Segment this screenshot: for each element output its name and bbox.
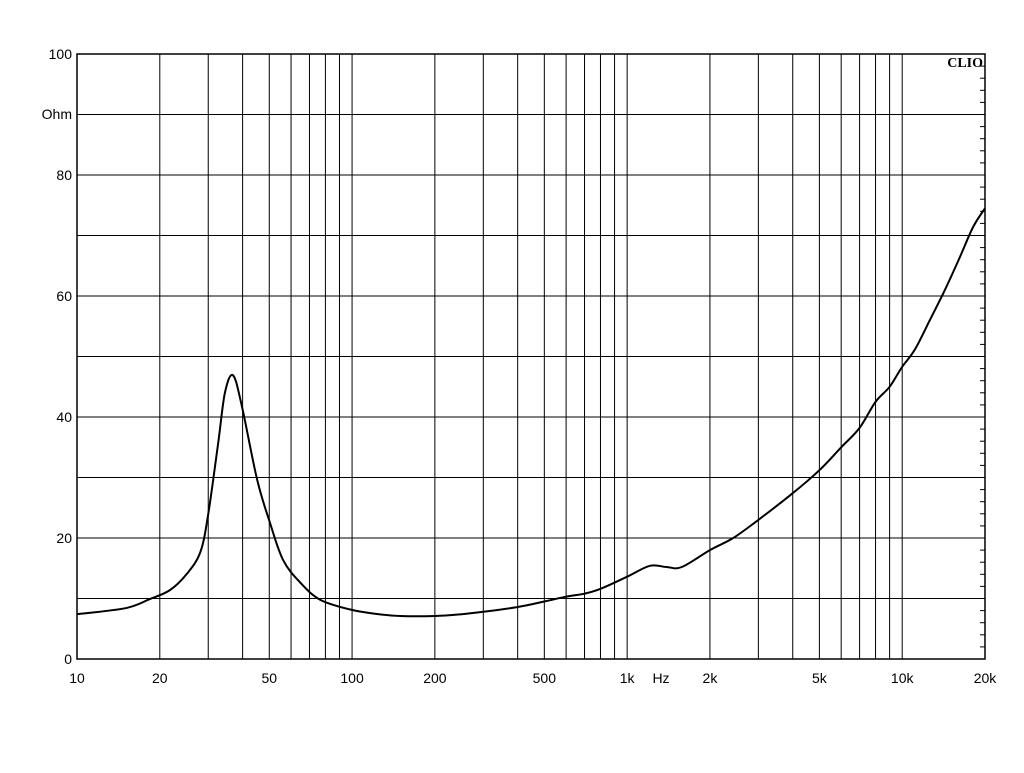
x-tick-label: 10k [891,670,915,686]
x-tick-label: 20k [974,670,998,686]
x-tick-label: 50 [261,670,277,686]
y-axis-label: Ohm [42,106,72,122]
impedance-curve [76,207,986,618]
y-tick-label: 100 [49,46,73,62]
x-tick-label: 20 [152,670,168,686]
grid [77,54,985,659]
plot-frame [76,53,986,660]
x-tick-label: 1k [620,670,636,686]
y-tick-label: 20 [56,530,72,546]
y-tick-label: 0 [64,651,72,667]
x-tick-label: 200 [423,670,447,686]
y-tick-label: 60 [56,288,72,304]
right-axis-minor-ticks [980,65,985,648]
x-axis-label: Hz [652,670,669,686]
y-tick-label: 80 [56,167,72,183]
x-tick-label: 500 [533,670,557,686]
x-tick-label: 2k [703,670,719,686]
x-tick-label: 10 [69,670,85,686]
y-axis-tick-labels: 0 20 40 60 80 100 [49,46,73,667]
clio-brand-label: CLIO [947,56,983,71]
y-tick-label: 40 [56,409,72,425]
x-tick-label: 5k [812,670,828,686]
x-tick-label: 100 [340,670,364,686]
x-axis-tick-labels: 10 20 50 100 200 500 1k 2k 5k 10k 20k [69,670,997,686]
